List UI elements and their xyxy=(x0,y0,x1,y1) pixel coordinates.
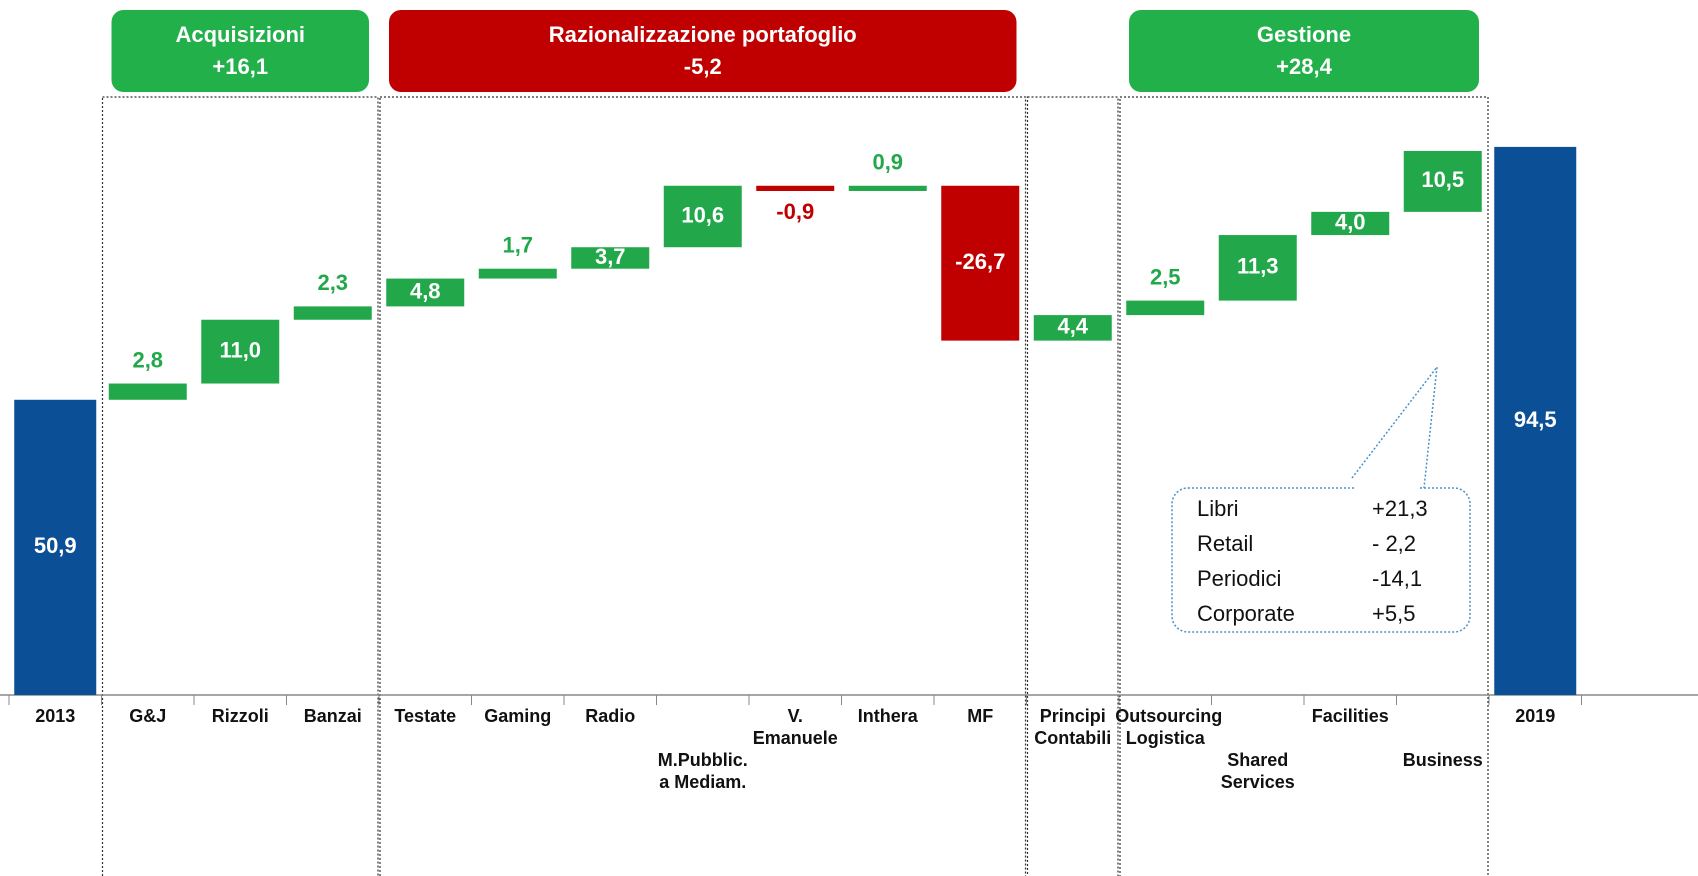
group-total: +28,4 xyxy=(1276,54,1332,79)
value-label: -0,9 xyxy=(776,199,814,224)
x-tick-label: 2019 xyxy=(1515,706,1556,726)
group-header xyxy=(111,10,369,92)
value-label: 94,5 xyxy=(1514,407,1557,432)
group-name: Razionalizzazione portafoglio xyxy=(549,22,857,47)
bar xyxy=(108,383,187,400)
bar xyxy=(1126,300,1205,316)
callout-value: +5,5 xyxy=(1372,601,1415,626)
x-tick-label: Testate xyxy=(394,706,457,726)
value-label: 2,5 xyxy=(1150,264,1181,289)
callout-value: -14,1 xyxy=(1372,566,1422,591)
callout-value: - 2,2 xyxy=(1372,531,1416,556)
bar xyxy=(848,185,927,191)
bar xyxy=(293,306,372,320)
bar xyxy=(1311,211,1390,236)
group-box xyxy=(379,96,1027,876)
value-label: 10,6 xyxy=(681,202,724,227)
group-box xyxy=(101,96,379,876)
bar xyxy=(201,319,280,384)
x-tick-label: V. Emanuele xyxy=(752,706,838,748)
total-bar xyxy=(14,399,97,695)
x-tick-label: Gaming xyxy=(484,706,552,726)
x-tick-label: Rizzoli xyxy=(211,706,269,726)
total-bar xyxy=(1494,146,1577,695)
x-tick-label: Banzai xyxy=(303,706,362,726)
callout-label: Corporate xyxy=(1197,601,1295,626)
x-tick-label: Shared Services xyxy=(1220,750,1295,792)
group-header xyxy=(389,10,1017,92)
x-tick-label: Radio xyxy=(585,706,636,726)
value-label: 50,9 xyxy=(34,533,77,558)
value-label: -26,7 xyxy=(955,249,1005,274)
group-header xyxy=(1129,10,1479,92)
bar xyxy=(478,268,557,279)
callout-value: +21,3 xyxy=(1372,496,1428,521)
x-tick-label: M.Pubblic. a Mediam. xyxy=(657,750,748,792)
value-label: 11,3 xyxy=(1237,254,1279,279)
bar xyxy=(1403,150,1482,212)
value-label: 4,4 xyxy=(1057,314,1088,339)
value-label: 3,7 xyxy=(595,244,626,269)
callout-pointer xyxy=(1351,364,1439,489)
x-tick-label: MF xyxy=(967,706,994,726)
bar xyxy=(386,278,465,307)
group-name: Acquisizioni xyxy=(175,22,305,47)
bar xyxy=(663,185,742,248)
value-label: 11,0 xyxy=(219,337,261,362)
callout-label: Retail xyxy=(1197,531,1253,556)
value-label: 2,8 xyxy=(132,347,163,372)
value-label: 0,9 xyxy=(872,150,903,175)
x-tick-label: Business xyxy=(1402,750,1483,770)
callout-label: Periodici xyxy=(1197,566,1281,591)
bar xyxy=(941,185,1020,341)
x-tick-label: Inthera xyxy=(857,706,918,726)
value-label: 4,0 xyxy=(1335,209,1366,234)
group-box xyxy=(1119,96,1489,876)
x-tick-label: Outsourcing Logistica xyxy=(1115,706,1223,748)
value-label: 4,8 xyxy=(410,278,441,303)
x-tick-label: Principi Contabili xyxy=(1034,706,1112,748)
bar xyxy=(1218,235,1297,301)
group-box xyxy=(1026,96,1119,876)
x-tick-label: Facilities xyxy=(1311,706,1389,726)
group-name: Gestione xyxy=(1257,22,1351,47)
callout-label: Libri xyxy=(1197,496,1239,521)
x-tick-label: G&J xyxy=(129,706,167,726)
group-total: -5,2 xyxy=(684,54,722,79)
callout-box xyxy=(1171,487,1471,633)
group-total: +16,1 xyxy=(212,54,268,79)
bar xyxy=(571,247,650,269)
value-label: 1,7 xyxy=(502,233,533,258)
bar xyxy=(1033,315,1112,341)
x-tick-label: 2013 xyxy=(35,706,76,726)
value-label: 10,5 xyxy=(1421,167,1464,192)
value-label: 2,3 xyxy=(317,270,348,295)
bar xyxy=(756,185,835,191)
